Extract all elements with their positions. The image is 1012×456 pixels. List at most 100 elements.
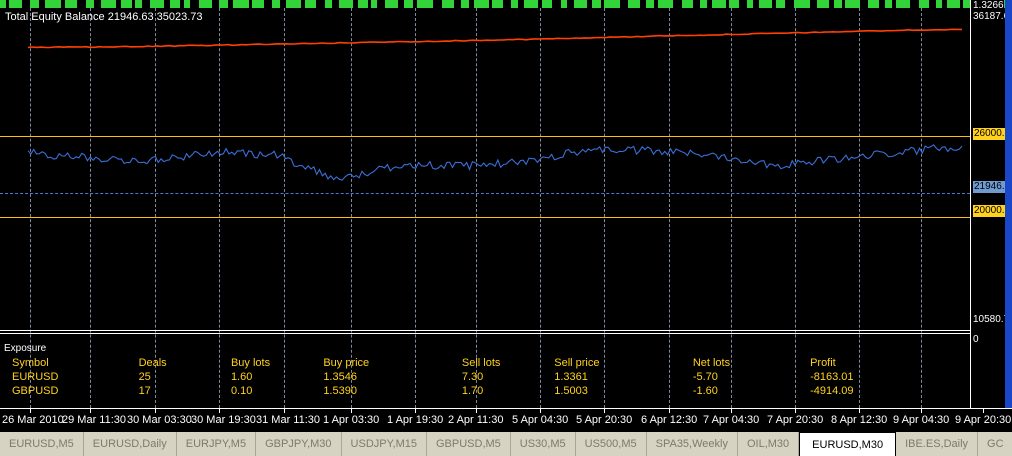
tab-eurusd-m5[interactable]: EURUSD,M5 [0,432,84,456]
strip-segment [511,0,518,8]
date-label: 29 Mar 11:30 [62,414,127,426]
col-header-buy-price: Buy price [323,357,370,369]
axis-tick [284,409,285,413]
tab-eurjpy-m5[interactable]: EURJPY,M5 [176,432,257,456]
date-label: 8 Apr 12:30 [831,414,888,426]
date-label: 9 Apr 04:30 [893,414,950,426]
date-label: 6 Apr 12:30 [641,414,698,426]
cursor-line-21946 [0,193,970,194]
gridline-vertical [731,8,732,408]
col-header-sell-price: Sell price [554,357,600,369]
chart-panel[interactable]: Total Equity Balance 21946.63 35023.73 E… [0,8,970,408]
chart-title: Total Equity Balance 21946.63 35023.73 [5,11,203,23]
strip-segment [817,0,829,8]
strip-segment [121,0,132,8]
strip-segment [371,0,377,8]
cell-sell-lots: 1.70 [461,385,484,397]
col-header-deals: Deals [138,357,167,369]
strip-segment [868,0,879,8]
gridline-vertical [219,8,220,408]
strip-segment [305,0,316,8]
strip-segment [30,0,39,8]
gridline-vertical [604,8,605,408]
strip-segment [747,0,753,8]
strip-segment [170,0,180,8]
cell-buy-price: 1.5390 [323,385,357,397]
col-header-symbol: Symbol [12,357,49,369]
strip-segment [604,0,620,8]
tab-us30-m5[interactable]: US30,M5 [510,432,576,456]
gridline-vertical [669,8,670,408]
date-axis[interactable]: 26 Mar 2010 29 Mar 11:30 30 Mar 03:30 30 Ma… [0,408,1012,430]
tab-gbpjpy-m30[interactable]: GBPJPY,M30 [256,432,342,456]
strip-segment [682,0,693,8]
tab-gc[interactable]: GC [978,432,1012,456]
gridline-vertical [284,8,285,408]
strip-segment [729,0,739,8]
strip-segment [646,0,654,8]
tab-gbpusd-m5[interactable]: GBPUSD,M5 [426,432,511,456]
axis-tick [219,409,220,413]
price-label: 20000.00 [973,205,1012,217]
strip-segment [963,0,972,8]
gridline-vertical [90,8,91,408]
strip-segment [658,0,673,8]
tab-eurusd-m30[interactable]: EURUSD,M30 [799,431,897,456]
chart-tab-bar[interactable]: EURUSD,M5 EURUSD,Daily EURJPY,M5 GBPJPY,M30… [0,430,1012,456]
strip-segment [339,0,353,8]
chart-series-svg [27,28,963,181]
tab-ibe-es-daily[interactable]: IBE.ES,Daily [896,432,979,456]
gridline-vertical [540,8,541,408]
price-scale[interactable]: 1.3266 36187.68 26000.00 21946.63 20000.00 10… [970,0,1012,430]
date-label: 7 Apr 04:30 [703,414,760,426]
date-label: 9 Apr 20:30 [955,414,1012,426]
strip-segment [358,0,368,8]
strip-segment [404,0,413,8]
axis-tick [415,409,416,413]
strip-segment [592,0,601,8]
cell-symbol: GBPUSD [12,385,59,397]
strip-segment [574,0,587,8]
vertical-scrollbar[interactable] [1005,0,1012,430]
strip-segment [628,0,640,8]
strip-segment [252,0,264,8]
cell-symbol: EURUSD [12,371,59,383]
separator-line-lower [0,333,970,334]
date-label: 7 Apr 20:30 [767,414,824,426]
tab-oil-m30[interactable]: OIL,M30 [737,432,800,456]
price-label: 26000.00 [973,128,1012,140]
strip-segment [776,0,785,8]
price-label: 21946.63 [973,181,1012,193]
strip-segment [286,0,301,8]
tab-eurusd-daily[interactable]: EURUSD,Daily [83,432,177,456]
axis-tick [476,409,477,413]
cell-sell-price: 1.3361 [554,371,588,383]
gridline-vertical [155,8,156,408]
strip-segment [700,0,707,8]
col-header-net-lots: Net lots [692,357,731,369]
axis-tick [669,409,670,413]
tab-us500-m5[interactable]: US500,M5 [575,432,647,456]
strip-segment [794,0,810,8]
axis-tick [921,409,922,413]
balance-line [27,28,962,49]
cell-profit: -4914.09 [810,385,854,397]
tab-usdjpy-m15[interactable]: USDJPY,M15 [341,432,427,456]
strip-segment [233,0,249,8]
date-label: 1 Apr 03:30 [323,414,380,426]
table-row: EURUSD 25 1.60 1.3546 7.30 1.3361 -5.70 … [0,370,970,384]
axis-tick [30,409,31,413]
tab-spa35-weekly[interactable]: SPA35,Weekly [646,432,738,456]
cell-sell-price: 1.5003 [554,385,588,397]
date-label: 26 Mar 2010 [2,414,64,426]
strip-segment [492,0,503,8]
strip-segment [834,0,842,8]
strip-segment [712,0,726,8]
cell-deals: 17 [138,385,151,397]
cell-buy-lots: 0.10 [230,385,253,397]
date-label: 1 Apr 19:30 [387,414,444,426]
strip-segment [150,0,164,8]
axis-tick [604,409,605,413]
strip-segment [135,0,142,8]
